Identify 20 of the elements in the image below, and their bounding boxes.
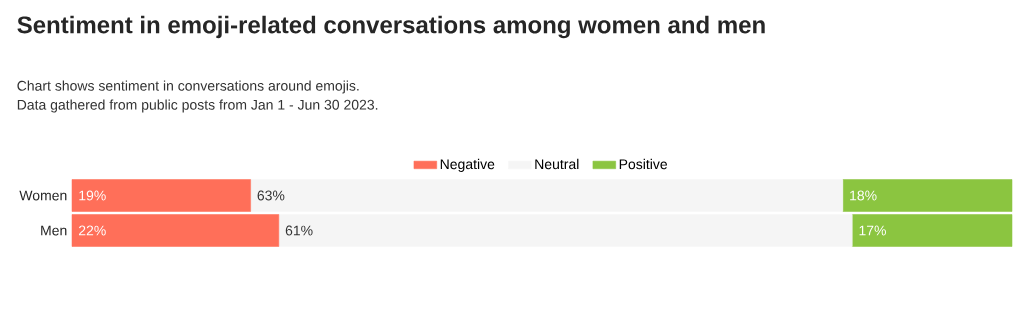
data-label: 17% [859,225,886,236]
chart-title: Sentiment in emoji-related conversations among women and men [17,15,765,39]
bar [278,214,853,247]
y-tick-label: Women [19,190,67,201]
data-label: 18% [850,190,877,201]
bar [71,214,280,247]
bar [851,214,1013,247]
data-label: 22% [78,225,106,236]
data-label: 63% [257,190,285,201]
data-label: 19% [79,190,106,201]
bar [842,179,1013,212]
y-tick-label: Men [41,225,67,236]
bar [250,179,844,212]
legend-label: Positive [619,158,668,170]
bar [71,179,251,212]
text: Data gathered from public posts from Jan 1 - Jun 30 2023. [17,99,378,113]
data-label: 61% [285,225,313,236]
legend-label: Neutral [535,158,579,170]
chart-subtitle: Chart shows sentiment in conversations around emojis. [17,80,359,94]
legend-label: Negative [440,158,495,172]
